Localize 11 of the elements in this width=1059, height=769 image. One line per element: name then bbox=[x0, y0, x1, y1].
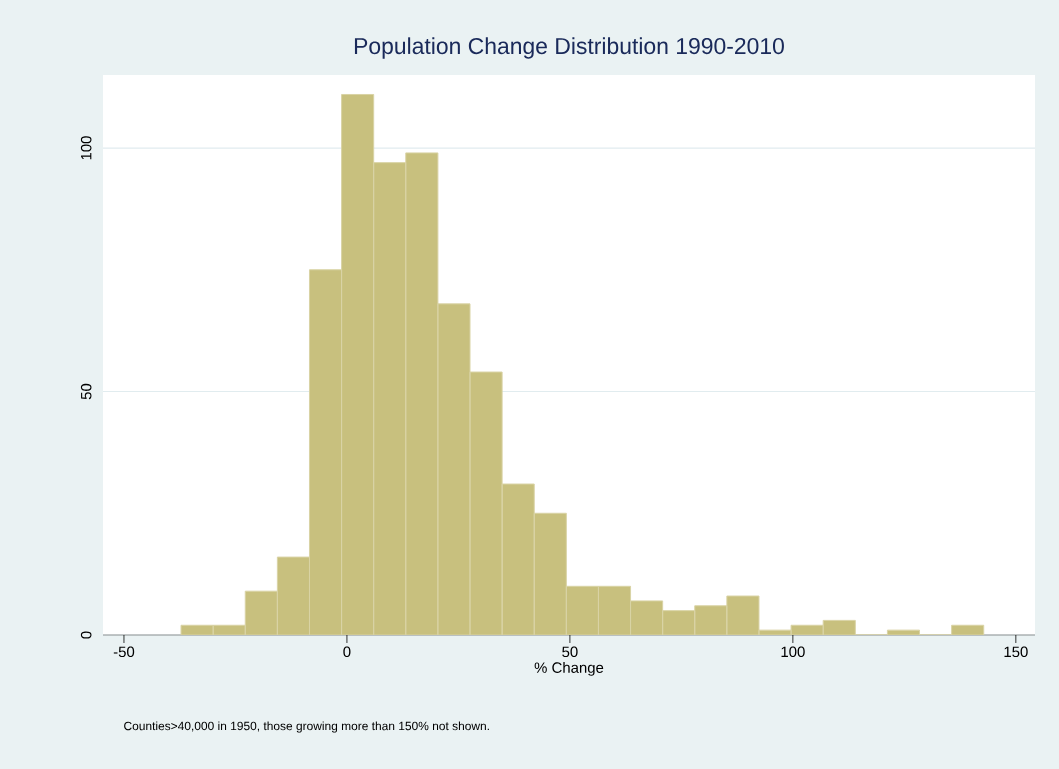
x-tick-label: 0 bbox=[343, 646, 351, 658]
x-tick-label: 150 bbox=[1004, 646, 1028, 658]
chart-title: Population Change Distribution 1990-2010 bbox=[354, 37, 784, 59]
x-tick-label: 100 bbox=[781, 646, 805, 658]
y-tick-label: 100 bbox=[80, 136, 92, 160]
x-axis-title: % Change bbox=[534, 661, 604, 676]
y-tick-label: 50 bbox=[80, 383, 92, 400]
text: Counties>40,000 in 1950, those growing more than 150% not shown. bbox=[124, 721, 489, 733]
x-tick-label: -50 bbox=[113, 646, 135, 658]
x-tick-label: 50 bbox=[562, 646, 578, 658]
y-tick-label: 0 bbox=[80, 631, 92, 639]
